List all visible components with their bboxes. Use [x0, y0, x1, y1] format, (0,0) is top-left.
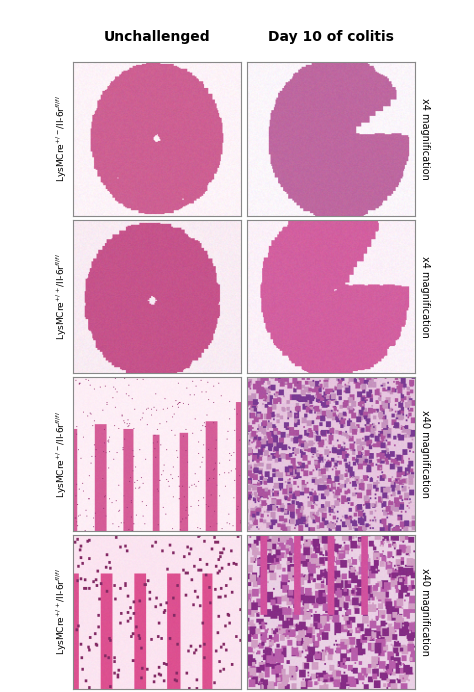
Text: LysMCre$^{+/-}$/Il-6r$^{fl/fl}$: LysMCre$^{+/-}$/Il-6r$^{fl/fl}$: [55, 411, 69, 498]
Text: Day 10 of colitis: Day 10 of colitis: [268, 30, 394, 44]
Text: x40 magnification: x40 magnification: [420, 410, 430, 498]
Text: Unchallenged: Unchallenged: [104, 30, 210, 44]
Text: x4 magnification: x4 magnification: [420, 255, 430, 338]
Text: x40 magnification: x40 magnification: [420, 568, 430, 656]
Text: LysMCre$^{+/+}$/Il-6r$^{fl/fl}$: LysMCre$^{+/+}$/Il-6r$^{fl/fl}$: [55, 568, 69, 655]
Text: LysMCre$^{+/-}$/Il-6r$^{fl/fl}$: LysMCre$^{+/-}$/Il-6r$^{fl/fl}$: [55, 95, 69, 183]
Text: x4 magnification: x4 magnification: [420, 98, 430, 180]
Text: LysMCre$^{+/+}$/Il-6r$^{fl/fl}$: LysMCre$^{+/+}$/Il-6r$^{fl/fl}$: [55, 253, 69, 340]
